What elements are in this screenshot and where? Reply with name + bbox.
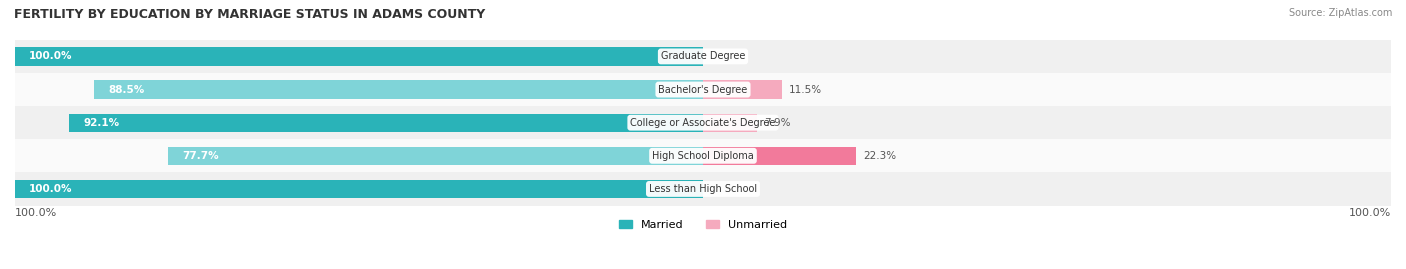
- Bar: [15, 73, 1391, 106]
- Bar: [15, 47, 703, 66]
- Bar: [15, 180, 703, 198]
- Bar: [703, 114, 758, 132]
- Text: 92.1%: 92.1%: [83, 118, 120, 128]
- Bar: [703, 147, 856, 165]
- Text: Source: ZipAtlas.com: Source: ZipAtlas.com: [1288, 8, 1392, 18]
- Text: Bachelor's Degree: Bachelor's Degree: [658, 84, 748, 94]
- Bar: [94, 80, 703, 99]
- Text: 7.9%: 7.9%: [765, 118, 790, 128]
- Bar: [15, 172, 1391, 206]
- Text: Less than High School: Less than High School: [650, 184, 756, 194]
- Text: College or Associate's Degree: College or Associate's Degree: [630, 118, 776, 128]
- Bar: [703, 80, 782, 99]
- Text: 88.5%: 88.5%: [108, 84, 145, 94]
- Text: 100.0%: 100.0%: [15, 208, 58, 218]
- Text: 100.0%: 100.0%: [28, 184, 72, 194]
- Bar: [169, 147, 703, 165]
- Bar: [69, 114, 703, 132]
- Text: Graduate Degree: Graduate Degree: [661, 51, 745, 61]
- Text: 100.0%: 100.0%: [1348, 208, 1391, 218]
- Bar: [15, 139, 1391, 172]
- Legend: Married, Unmarried: Married, Unmarried: [614, 215, 792, 234]
- Text: 22.3%: 22.3%: [863, 151, 897, 161]
- Text: FERTILITY BY EDUCATION BY MARRIAGE STATUS IN ADAMS COUNTY: FERTILITY BY EDUCATION BY MARRIAGE STATU…: [14, 8, 485, 21]
- Text: 77.7%: 77.7%: [183, 151, 219, 161]
- Text: High School Diploma: High School Diploma: [652, 151, 754, 161]
- Text: 11.5%: 11.5%: [789, 84, 823, 94]
- Bar: [15, 40, 1391, 73]
- Bar: [15, 106, 1391, 139]
- Text: 100.0%: 100.0%: [28, 51, 72, 61]
